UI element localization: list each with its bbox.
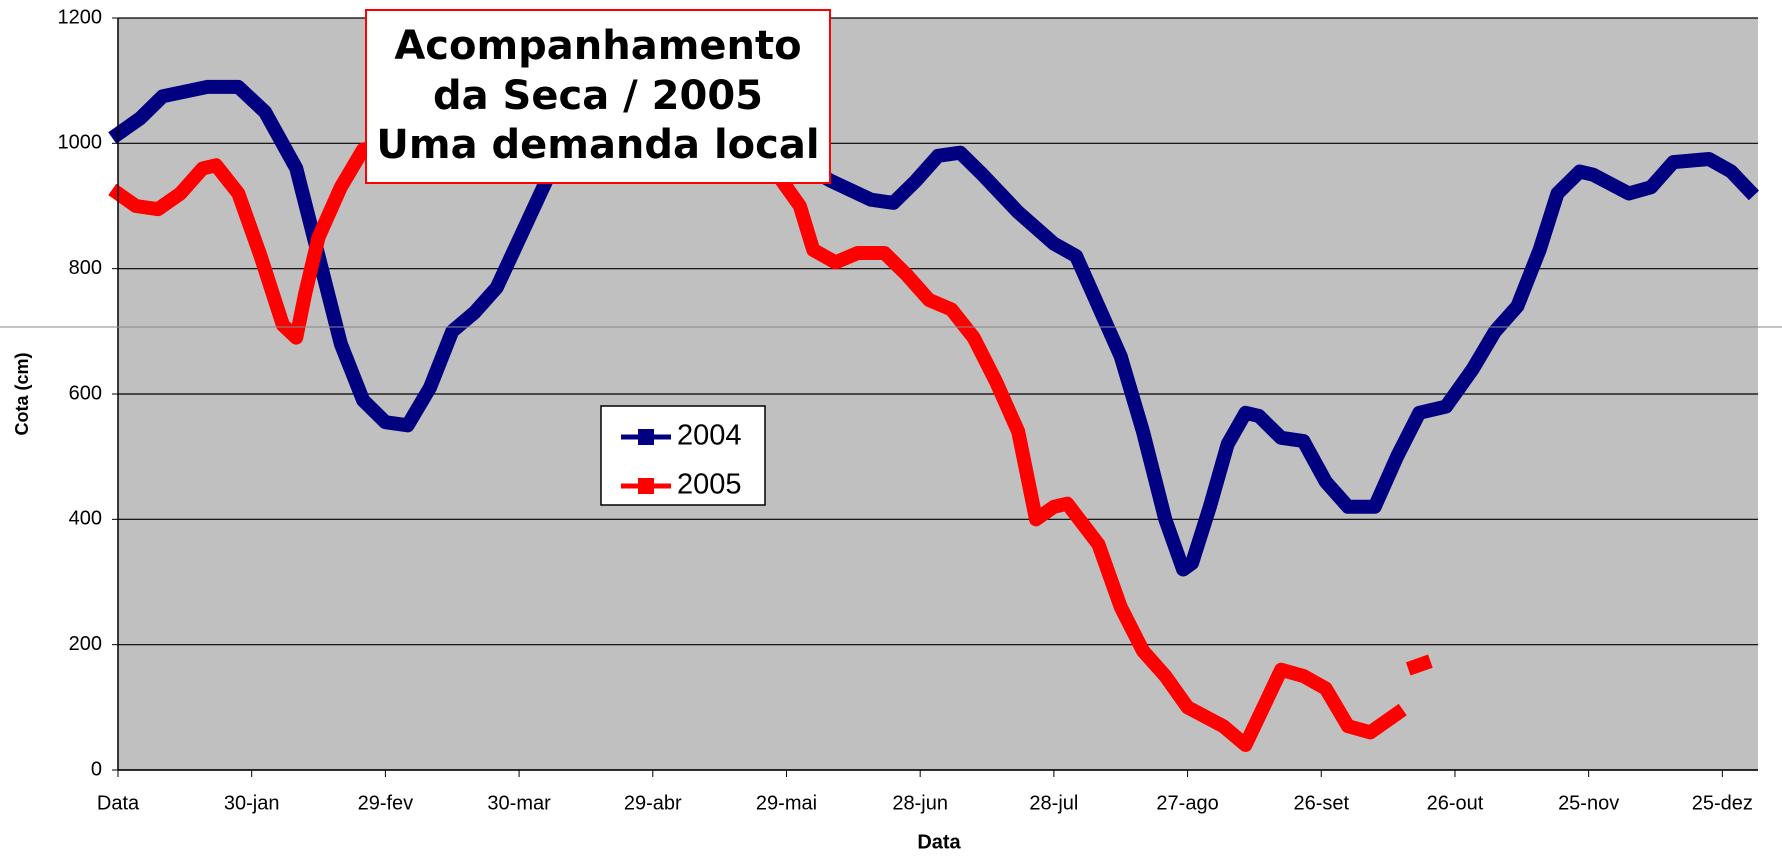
x-tick-label: 29-fev bbox=[358, 792, 414, 814]
x-tick-label: Data bbox=[97, 792, 140, 814]
y-tick-label: 800 bbox=[69, 257, 102, 279]
y-tick-label: 1200 bbox=[58, 6, 103, 28]
title-box bbox=[365, 9, 831, 184]
y-tick-label: 1000 bbox=[58, 132, 103, 154]
x-tick-label: 28-jun bbox=[892, 792, 948, 814]
y-tick-label: 600 bbox=[69, 382, 102, 404]
x-tick-label: 25-dez bbox=[1692, 792, 1753, 814]
x-tick-label: 26-set bbox=[1293, 792, 1349, 814]
x-tick-label: 29-abr bbox=[624, 792, 682, 814]
legend-items: 2004 2005 bbox=[621, 420, 742, 501]
x-tick-label: 25-nov bbox=[1558, 792, 1619, 814]
x-tick-label: 28-jul bbox=[1029, 792, 1078, 814]
lines bbox=[108, 79, 1759, 752]
legend-label: 2005 bbox=[677, 469, 742, 501]
y-tick-label: 200 bbox=[69, 633, 102, 655]
x-tick-label: 29-mai bbox=[756, 792, 817, 814]
x-tick-label: 26-out bbox=[1427, 792, 1484, 814]
x-tick-label: 30-mar bbox=[487, 792, 551, 814]
chart-title: da Seca / 2005 bbox=[433, 73, 763, 119]
chart-title: Acompanhamento bbox=[394, 23, 801, 69]
x-tick-label: 27-ago bbox=[1156, 792, 1218, 814]
series-line bbox=[108, 130, 1433, 752]
chart-title: Uma demanda local bbox=[376, 122, 819, 168]
x-axis-title: Data bbox=[917, 831, 961, 853]
legend-label: 2004 bbox=[677, 420, 742, 452]
x-tick-label: 30-jan bbox=[224, 792, 280, 814]
y-tick-label: 0 bbox=[91, 758, 102, 780]
y-axis-title: Cota (cm) bbox=[12, 352, 32, 435]
legend-marker bbox=[638, 478, 654, 494]
legend-marker bbox=[638, 429, 654, 445]
series-line bbox=[108, 79, 1759, 577]
y-tick-label: 400 bbox=[69, 508, 102, 530]
